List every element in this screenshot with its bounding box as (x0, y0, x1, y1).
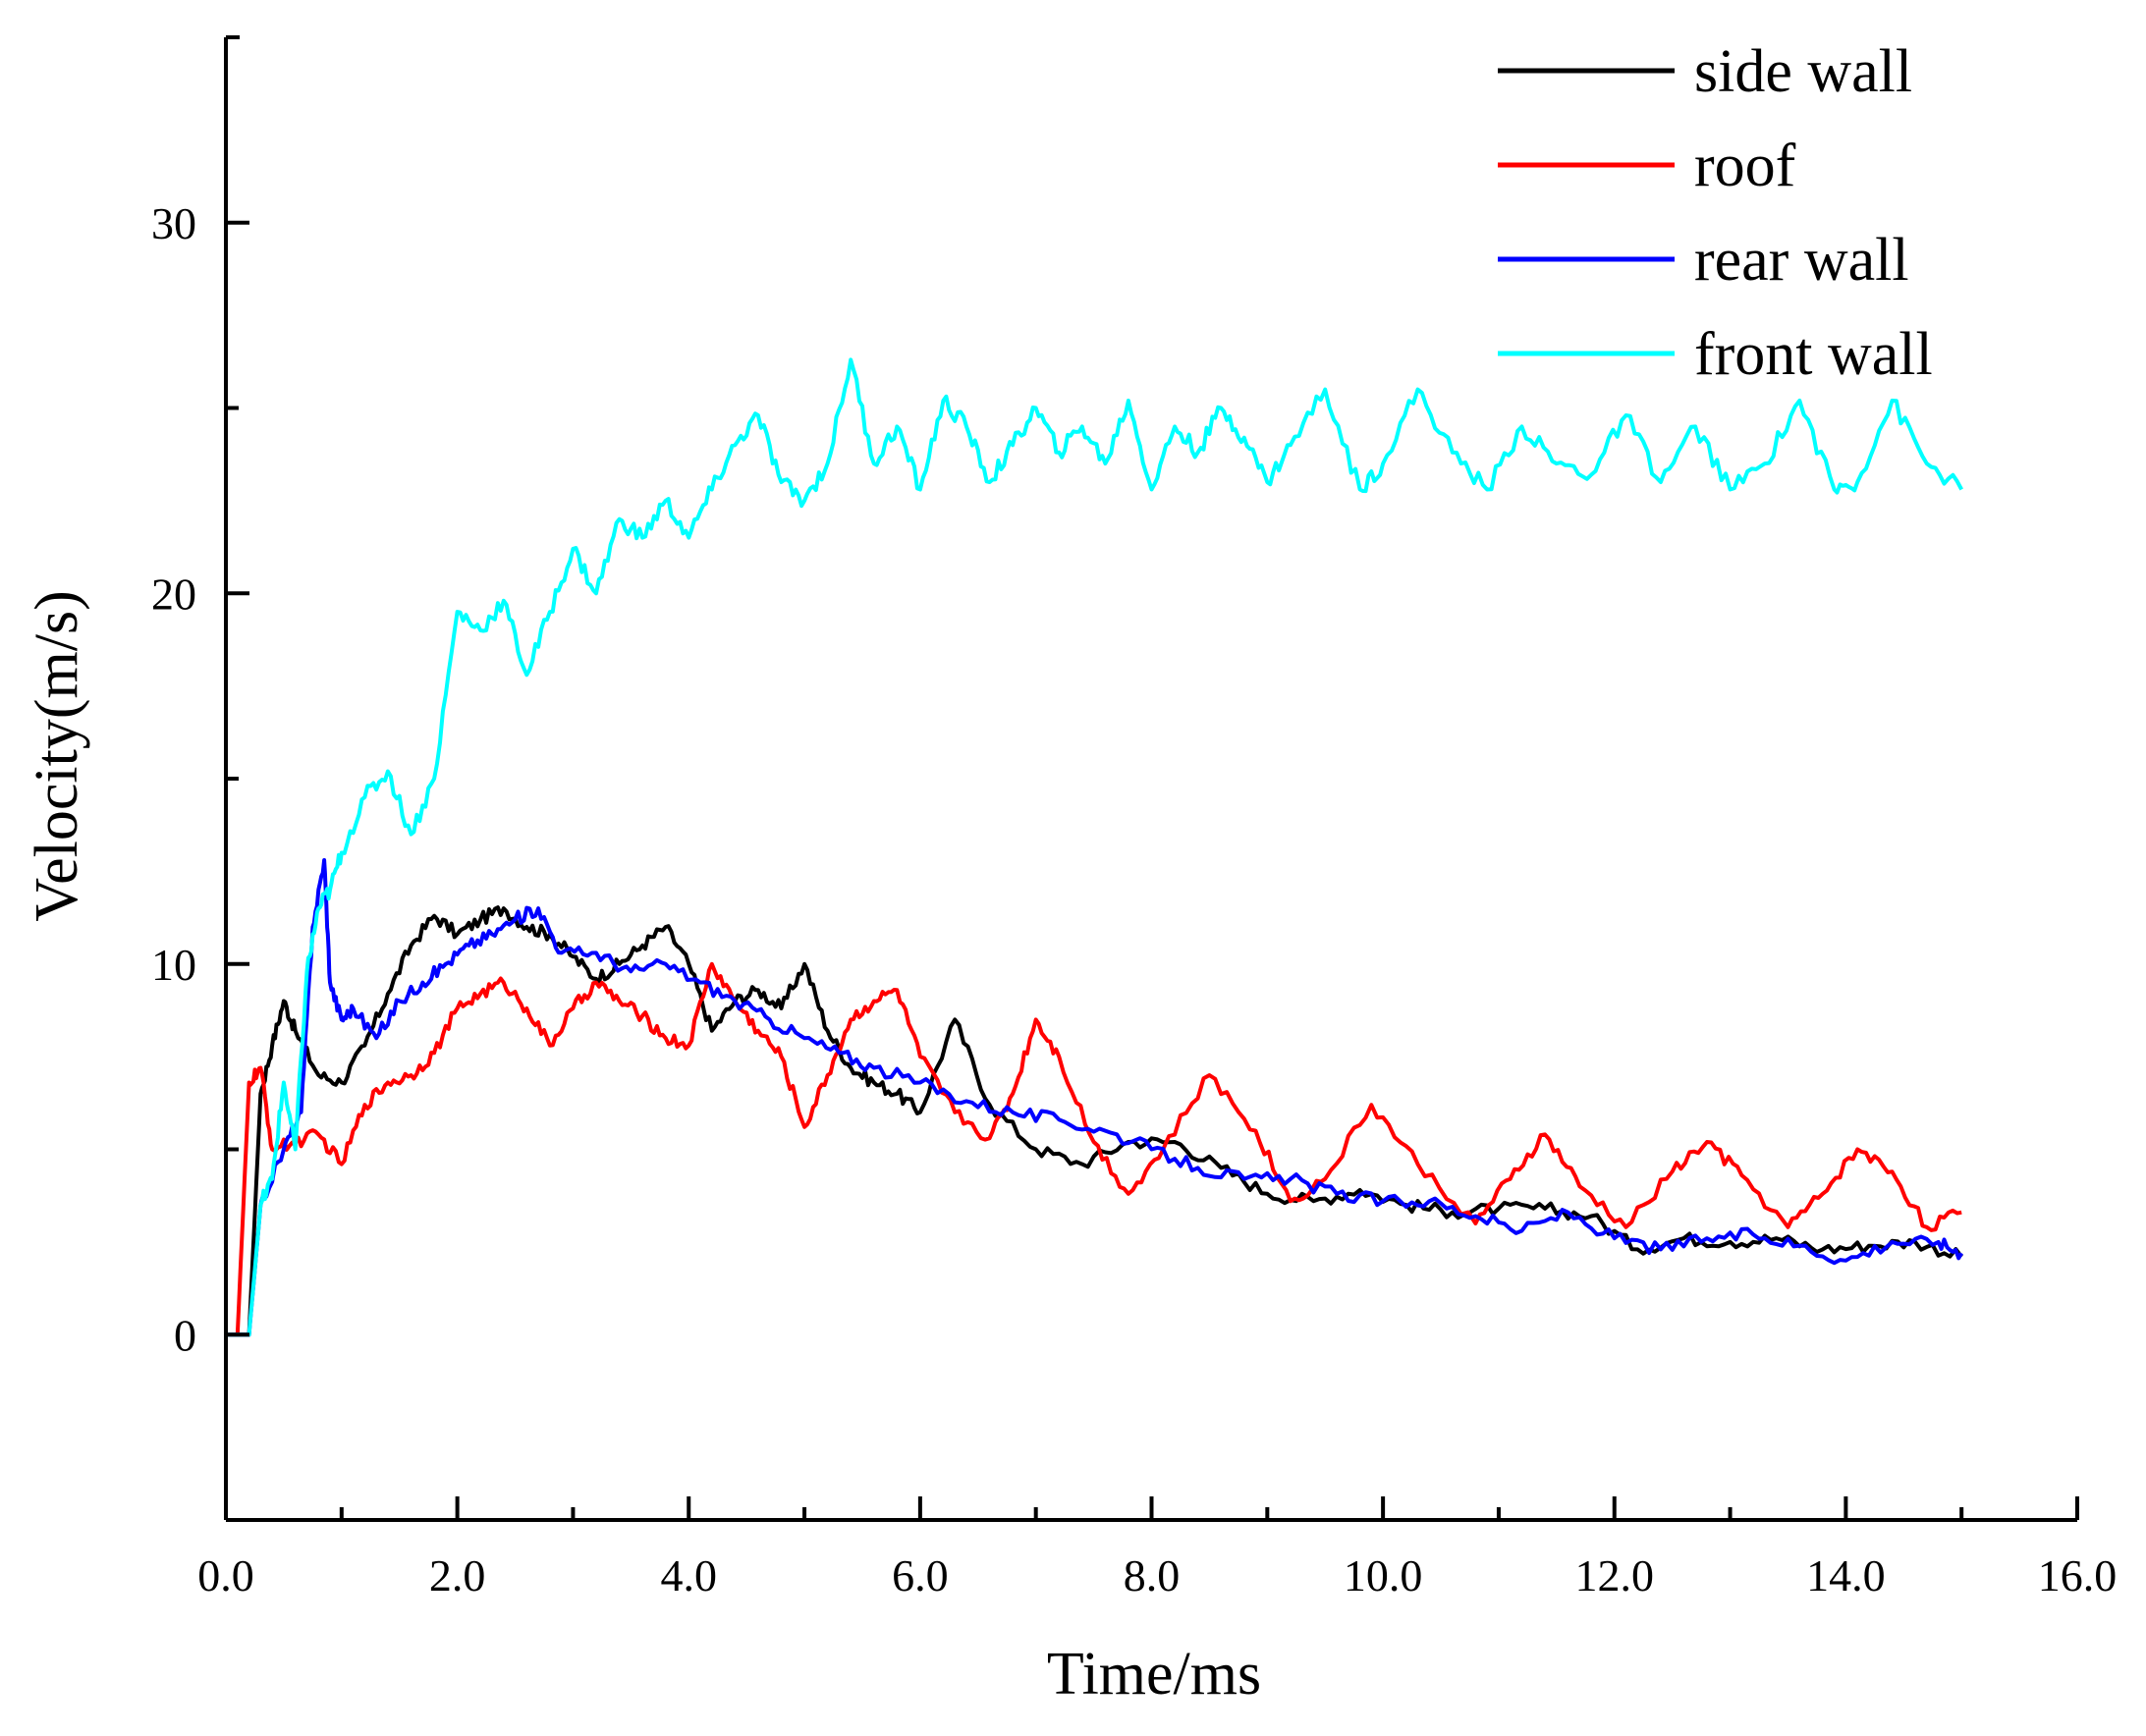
y-axis-title: Velocity(m/s) (24, 590, 90, 922)
x-tick-label: 4.0 (661, 1550, 718, 1600)
series-line-rear-wall (226, 858, 1963, 1337)
axes: 0.0 2.0 4.0 6.0 8.0 10.0 12.0 14.0 16.0 0 10 20 30 (151, 35, 2118, 1600)
y-tick-label: 0 (174, 1310, 196, 1360)
y-tick-label: 20 (151, 569, 196, 619)
legend-label-front-wall: front wall (1694, 321, 1933, 388)
x-tick-label: 8.0 (1124, 1550, 1181, 1600)
x-tick-label: 0.0 (197, 1550, 254, 1600)
series-line-front-wall (226, 357, 1963, 1337)
legend-label-roof: roof (1694, 133, 1796, 199)
series-line-roof (225, 961, 1962, 1337)
legend-label-rear-wall: rear wall (1694, 227, 1909, 294)
legend-label-side-wall: side wall (1694, 38, 1912, 105)
plot-lines (225, 357, 1963, 1337)
x-tick-label: 12.0 (1575, 1550, 1655, 1600)
x-tick-label: 10.0 (1344, 1550, 1423, 1600)
x-tick-label: 2.0 (429, 1550, 486, 1600)
x-tick-label: 16.0 (2038, 1550, 2118, 1600)
x-tick-label: 14.0 (1806, 1550, 1886, 1600)
series-line-side-wall (226, 905, 1963, 1337)
legend: side wall roof rear wall front wall (1498, 38, 1933, 388)
x-tick-label: 6.0 (892, 1550, 949, 1600)
x-axis-title: Time/ms (1047, 1641, 1261, 1708)
y-tick-label: 10 (151, 940, 196, 990)
y-tick-label: 30 (151, 198, 196, 248)
